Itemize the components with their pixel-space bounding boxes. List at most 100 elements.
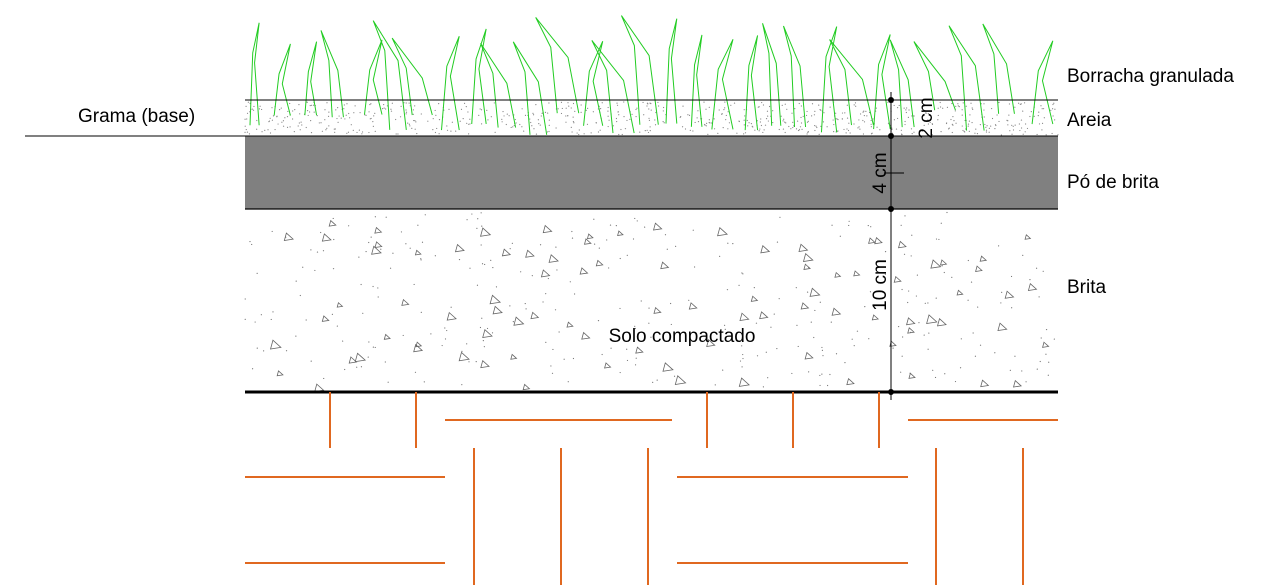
sand-dot (268, 121, 270, 123)
sand-dot (854, 102, 857, 104)
sand-dot (937, 119, 939, 121)
sand-dot (345, 114, 347, 116)
gravel-stone (321, 233, 332, 242)
gravel-dot (723, 324, 726, 326)
gravel-dot (830, 321, 832, 323)
dimension-label: 4 cm (870, 152, 891, 193)
gravel-dot (918, 322, 920, 324)
sand-dot (684, 128, 687, 130)
sand-dot (811, 115, 813, 117)
sand-dot (1014, 106, 1016, 108)
sand-dot (814, 129, 816, 132)
gravel-stone (501, 248, 512, 257)
sand-dot (535, 133, 538, 135)
sand-dot (911, 133, 913, 135)
gravel-dot (994, 352, 996, 354)
gravel-stone (930, 259, 942, 269)
sand-dot (361, 133, 363, 135)
sand-dot (467, 111, 469, 113)
gravel-stone (975, 265, 983, 272)
sand-dot (530, 121, 532, 124)
sand-dot (269, 132, 272, 134)
sand-dot (501, 121, 503, 123)
gravel-dot (972, 332, 974, 334)
gravel-dot (608, 267, 610, 269)
gravel-dot (732, 243, 734, 245)
sand-dot (772, 110, 774, 112)
grass-blade (744, 35, 759, 131)
gravel-stone (635, 346, 644, 354)
gravel-dot (813, 336, 815, 339)
sand-dot (532, 112, 534, 114)
sand-dot (744, 115, 746, 117)
label: Solo compactado (609, 326, 756, 347)
sand-dot (321, 130, 323, 132)
gravel-dot (644, 226, 646, 228)
sand-dot (790, 128, 792, 130)
sand-dot (286, 126, 289, 128)
sand-dot (310, 131, 313, 134)
sand-dot (460, 108, 463, 110)
sand-dot (1038, 111, 1040, 113)
sand-dot (833, 123, 835, 126)
gravel-stone (809, 287, 821, 297)
gravel-dot (332, 217, 334, 220)
gravel-dot (305, 319, 307, 321)
gravel-dot (285, 350, 288, 352)
gravel-dot (392, 252, 394, 254)
sand-dot (727, 128, 729, 130)
grass-blade (372, 20, 407, 130)
gravel-dot (714, 384, 716, 386)
sand-dot (251, 108, 253, 110)
gravel-dot (360, 283, 362, 286)
sand-dot (985, 126, 987, 128)
sand-dot (796, 120, 799, 122)
sand-dot (414, 105, 416, 107)
sand-dot (647, 131, 650, 134)
sand-dot (1036, 133, 1038, 136)
sand-dot (968, 130, 970, 132)
gravel-stone (401, 298, 410, 306)
gravel-dot (1014, 355, 1016, 357)
gravel-dot (417, 224, 419, 226)
layer-lines (25, 99, 1058, 394)
gravel-dot (970, 281, 973, 283)
gravel-dot (673, 375, 676, 377)
sand-dot (713, 128, 716, 130)
sand-dot (1022, 133, 1024, 135)
gravel-dot (520, 271, 522, 273)
gravel-dot (915, 295, 917, 297)
gravel-dot (904, 215, 906, 217)
sand-dot (863, 121, 866, 123)
gravel-dot (1010, 275, 1013, 278)
sand-dot (280, 107, 282, 109)
sand-dot (887, 101, 889, 103)
gravel-dot (666, 248, 668, 250)
sand-dot (358, 129, 360, 131)
sand-dot (368, 131, 370, 134)
sand-dot (717, 132, 719, 134)
sand-dot (994, 128, 996, 130)
sand-dot (1026, 127, 1029, 130)
gravel-dot (900, 224, 902, 226)
sand-dot (413, 119, 415, 122)
sand-dot (743, 119, 745, 121)
gravel-dot (864, 305, 866, 308)
sand-dot (1029, 115, 1031, 118)
sand-dot (572, 121, 575, 123)
sand-dot (792, 126, 794, 129)
sand-dot (646, 129, 648, 131)
gravel-dot (1022, 254, 1024, 256)
gravel-dot (821, 346, 823, 349)
sand-dot (901, 134, 903, 136)
sand-dot (420, 113, 422, 115)
gravel-stone (1024, 234, 1032, 240)
gravel-dot (512, 321, 514, 323)
sand-dot (986, 125, 988, 127)
gravel-dot (372, 285, 374, 288)
sand-dot (876, 126, 878, 128)
gravel-stone (454, 243, 465, 253)
gravel-dot (856, 330, 859, 332)
sand-dot (585, 109, 587, 111)
gravel-stone (581, 331, 591, 340)
